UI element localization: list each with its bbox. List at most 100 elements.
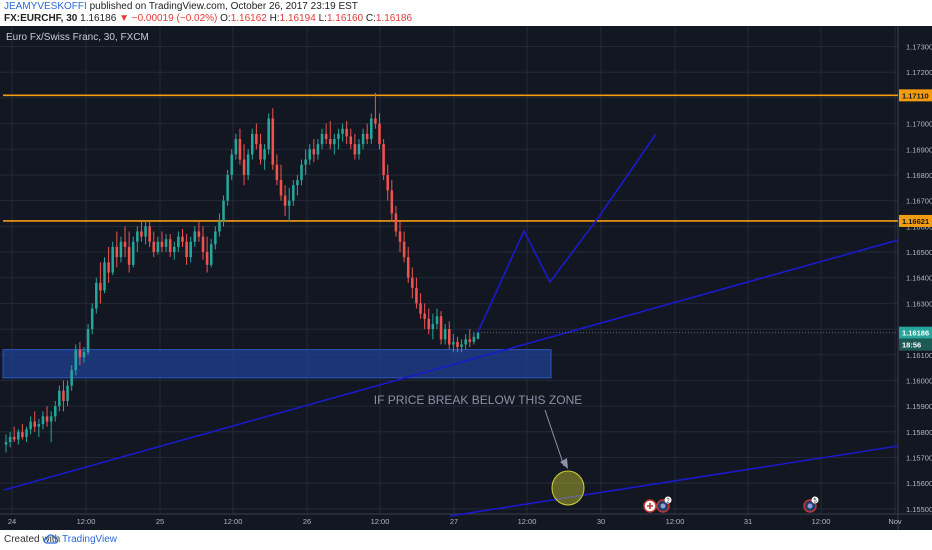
published-text: published on TradingView.com, October 26…: [89, 1, 358, 12]
candle-body: [70, 370, 73, 386]
candle-body: [456, 341, 459, 348]
candle-body: [246, 154, 250, 175]
candle-body: [472, 336, 476, 342]
candle-body: [214, 231, 217, 245]
price-chart[interactable]: Euro Fx/Swiss Franc, 30, FXCM IF PRICE B…: [0, 26, 932, 530]
candle-body: [312, 149, 316, 155]
candle-body: [382, 144, 385, 175]
candle-body: [390, 190, 394, 214]
candle-body: [148, 226, 151, 242]
candle-body: [464, 339, 467, 345]
symbol-line: FX:EURCHF, 30 1.16186 ▼ −0.00019 (−0.02%…: [4, 13, 412, 25]
candle-body: [287, 200, 291, 206]
candle-body: [189, 241, 192, 258]
x-tick-label: 26: [303, 517, 311, 526]
candle-body: [41, 416, 45, 425]
candle-body: [435, 316, 439, 324]
tradingview-brand[interactable]: TradingView: [62, 534, 118, 545]
candle-body: [300, 164, 303, 181]
candle-body: [255, 133, 258, 145]
event-marker[interactable]: 2: [656, 496, 672, 513]
projected-path: [477, 133, 657, 333]
x-tick-label: 12:00: [371, 517, 390, 526]
candle-body: [447, 329, 451, 345]
candle-body: [271, 118, 275, 165]
candle-body: [78, 349, 82, 358]
candle-body: [452, 341, 455, 345]
candle-body: [267, 118, 270, 150]
candle-body: [263, 149, 266, 160]
candle-body: [152, 241, 156, 253]
candle-body: [74, 349, 78, 371]
candle-body: [21, 431, 24, 437]
candle-body: [156, 241, 160, 253]
candle-body: [123, 241, 127, 247]
candle-body: [66, 385, 69, 401]
y-tick-label: 1.15900: [906, 402, 932, 411]
y-tick-label: 1.15700: [906, 453, 932, 462]
candle-body: [140, 231, 143, 237]
candle-body: [308, 149, 311, 160]
ohlc-low: L:1.16160: [318, 13, 364, 24]
event-marker-flag[interactable]: [643, 499, 657, 513]
price-tag-lower-bg: [899, 214, 932, 227]
candle-body: [316, 144, 320, 155]
price-tag-lower: 1.16621: [902, 217, 929, 226]
x-tick-label: 27: [450, 517, 458, 526]
candle-body: [419, 303, 422, 314]
chart-title: Euro Fx/Swiss Franc, 30, FXCM: [6, 32, 149, 43]
ohlc-low-value: 1.16160: [326, 13, 364, 24]
annotation-arrow: [544, 409, 565, 467]
ohlc-close-value: 1.16186: [375, 13, 413, 24]
candle-body: [127, 246, 131, 265]
symbol-name: FX:EURCHF, 30: [4, 13, 78, 24]
candle-body: [283, 195, 287, 206]
candle-body: [49, 416, 53, 422]
highlight-circle: [551, 470, 585, 506]
support-zone: [2, 349, 552, 379]
publish-header: JEAMYVESKOFFI published on TradingView.c…: [0, 0, 932, 26]
candle-body: [439, 316, 443, 340]
y-tick-label: 1.16900: [906, 145, 932, 154]
event-marker-dot: [660, 503, 666, 509]
ohlc-high-value: 1.16194: [279, 13, 316, 24]
annotation-arrowhead: [560, 458, 568, 469]
candle-body: [275, 164, 279, 181]
ohlc-close: C:1.16186: [365, 13, 413, 24]
author-link[interactable]: JEAMYVESKOFFI: [4, 1, 87, 12]
candle-body: [292, 185, 295, 201]
candle-body: [304, 159, 307, 165]
chart-grid: [0, 26, 932, 530]
last-price: 1.16186: [80, 13, 117, 24]
trendline-main: [3, 239, 899, 491]
event-marker-dot: [807, 503, 813, 509]
candle-body: [349, 136, 353, 145]
candle-body: [181, 236, 184, 242]
y-tick-label: 1.16000: [906, 376, 932, 385]
candle-body: [238, 139, 242, 160]
candle-body: [345, 128, 348, 137]
candle-body: [25, 429, 28, 437]
candle-body: [45, 416, 49, 422]
x-axis[interactable]: 24 12:00 25 12:00 26 12:00 27 12:00 30 12:00 31 12:…: [8, 517, 902, 526]
y-tick-label: 1.15600: [906, 479, 932, 488]
candle-body: [12, 436, 16, 440]
candle-body: [90, 308, 94, 330]
event-marker[interactable]: 5: [803, 496, 819, 513]
price-tag-last: 1.16186: [902, 329, 929, 338]
candle-body: [115, 246, 119, 258]
y-tick-label: 1.15800: [906, 428, 932, 437]
publish-line: JEAMYVESKOFFI published on TradingView.c…: [4, 1, 358, 13]
x-tick-label: 31: [744, 517, 752, 526]
candle-body: [86, 329, 90, 353]
candle-body: [33, 421, 37, 427]
candle-body: [242, 159, 246, 175]
y-tick-label: 1.16700: [906, 197, 932, 206]
candle-body: [230, 154, 234, 175]
y-tick-label: 1.16100: [906, 351, 932, 360]
x-tick-label: 12:00: [666, 517, 685, 526]
candle-body: [365, 133, 369, 140]
y-axis[interactable]: 1.173001.172001.171001.170001.169001.168…: [899, 43, 932, 514]
candle-body: [443, 329, 447, 340]
